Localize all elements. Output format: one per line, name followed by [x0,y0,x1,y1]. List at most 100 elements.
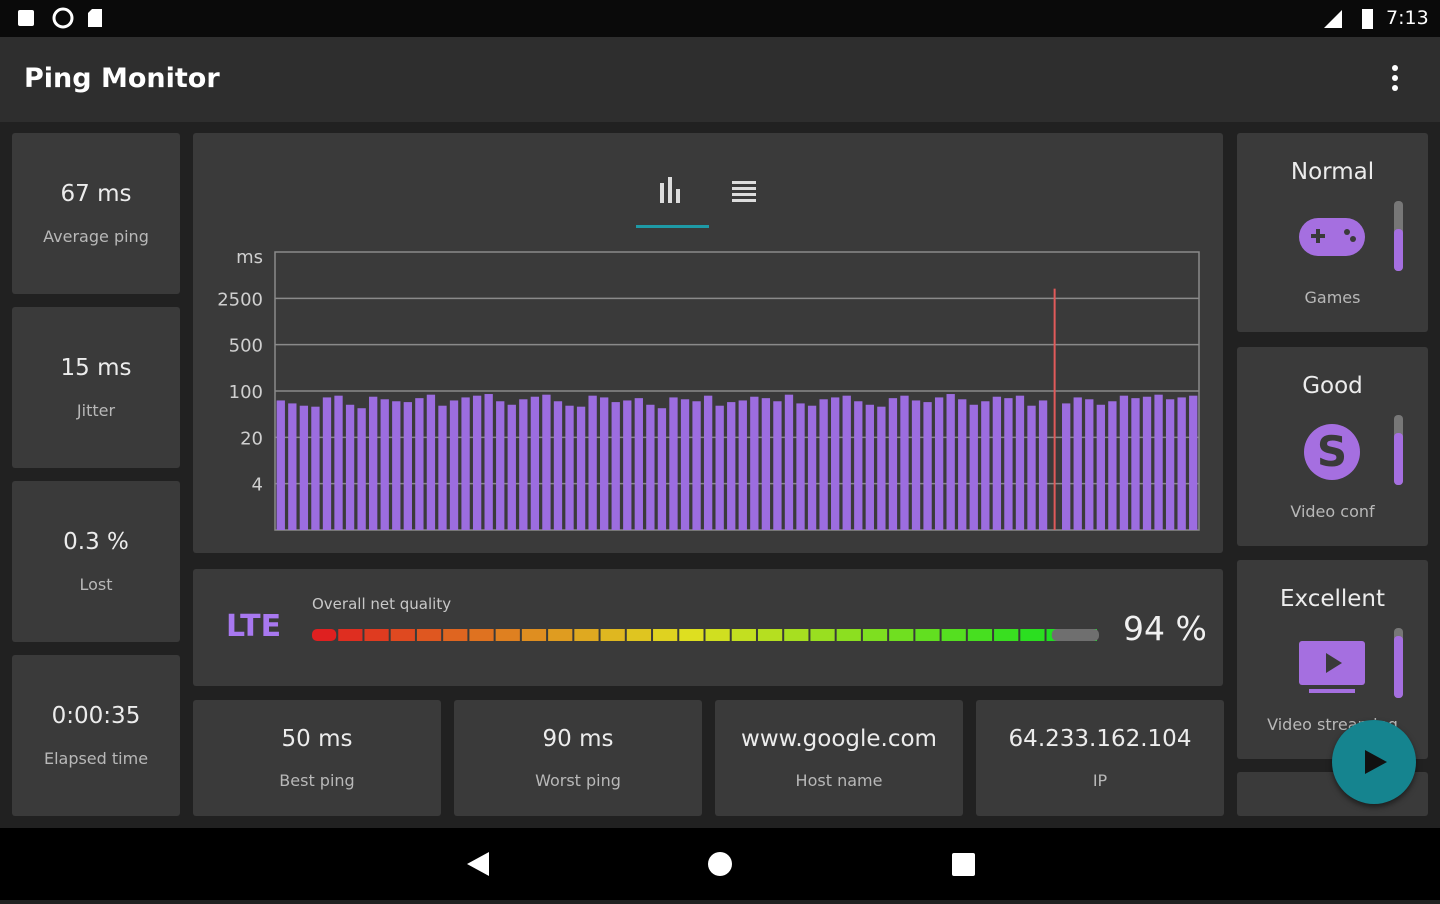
overflow-menu[interactable] [1389,64,1401,94]
bar [888,398,898,530]
y-tick-label: 100 [229,382,263,403]
bar [773,401,782,530]
profile-label: Games [1304,288,1361,307]
bar [807,405,817,530]
status-icons [18,7,102,29]
bar [703,395,713,530]
quality-segment [889,629,914,641]
bar [496,401,505,530]
bar [519,399,528,530]
quality-segment [810,629,835,641]
bar [1119,395,1129,530]
start-button[interactable] [1332,720,1416,804]
card-value: 0:00:35 [51,703,141,729]
quality-remainder [1051,629,1099,641]
y-axis-label: ms [236,247,263,268]
nav-bar [0,828,1440,900]
bar [530,396,540,530]
bar [946,394,955,530]
quality-segment [469,629,494,641]
profile-meter [1394,628,1403,698]
detail-card: 64.233.162.104 IP [976,700,1224,816]
quality-segment [757,629,783,641]
quality-segment [443,629,468,641]
bar [426,394,436,530]
bar [611,402,620,530]
card-label: Host name [795,771,883,790]
bar [1073,397,1082,530]
bar [276,400,285,530]
bar [784,394,794,530]
bar [1085,399,1094,530]
quality-segment [915,629,940,641]
bar [1053,288,1056,530]
y-tick-label: 20 [240,428,263,449]
profile-quality: Normal [1290,159,1375,185]
bar [461,397,470,530]
bar [1096,404,1105,530]
bar [969,404,978,530]
bar [507,404,516,530]
card-label: Worst ping [535,771,621,790]
bar [646,404,655,530]
bar [288,403,297,530]
network-type: LTE [226,609,282,644]
home-button[interactable] [708,852,732,876]
bar [415,398,424,530]
bar [600,397,609,530]
quality-segment [338,629,363,641]
bar [958,399,967,530]
bar [322,397,332,530]
y-tick-label: 4 [252,475,263,496]
profile-icon [1299,218,1365,256]
play-icon [1365,750,1387,774]
quality-label: Overall net quality [312,595,452,613]
card-value: 0.3 % [63,529,129,555]
quality-segment [548,629,573,641]
detail-card: www.google.com Host name [715,700,963,816]
bar [1004,398,1013,530]
bar [1131,398,1140,530]
bar [576,406,586,530]
bar [900,395,909,530]
back-button[interactable] [467,852,489,876]
bar [369,396,378,530]
card-value: 64.233.162.104 [1008,726,1192,752]
card-value: 67 ms [60,181,132,207]
profile-quality: Good [1302,372,1363,399]
bar [923,402,932,530]
chart-tab[interactable] [636,177,709,228]
bar [484,394,493,530]
bar [680,399,690,530]
bar [472,395,482,530]
quality-segment [679,629,704,641]
status-right-icons [1324,9,1373,29]
bar [796,403,805,530]
bar [819,399,828,530]
bar [981,401,990,530]
profile-card: Good S Video conf [1237,346,1428,546]
app-title: Ping Monitor [24,63,220,94]
bar [1027,405,1036,530]
bar [669,397,678,530]
stat-card: 0.3 % Lost [12,481,180,642]
bar [623,400,632,530]
bar [588,395,597,530]
card-label: Lost [79,575,113,594]
quality-bar [312,629,1099,641]
app-bar: Ping Monitor [0,37,1440,122]
bar [727,402,736,530]
stat-card: 15 ms Jitter [12,307,180,468]
quality-card: LTE Overall net quality 94 % [193,569,1223,686]
svg-text:S: S [1317,427,1347,476]
bar [831,397,840,530]
bar [1177,397,1186,530]
quality-value: 94 % [1123,609,1207,648]
list-tab[interactable] [732,181,756,202]
detail-card: 90 ms Worst ping [454,700,702,816]
quality-segment [941,629,966,641]
bar [392,401,401,530]
quality-segment [705,629,730,641]
recents-button[interactable] [952,853,975,876]
bar [449,400,459,530]
